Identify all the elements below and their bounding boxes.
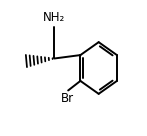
Text: Br: Br xyxy=(61,92,74,106)
Text: NH₂: NH₂ xyxy=(43,11,66,24)
